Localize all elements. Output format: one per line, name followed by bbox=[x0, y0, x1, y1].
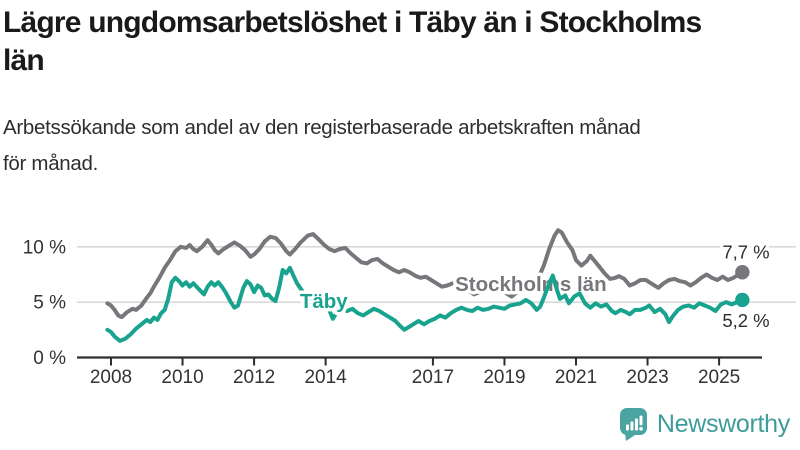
x-tick-label: 2014 bbox=[304, 367, 347, 388]
x-tick-label: 2010 bbox=[161, 367, 203, 388]
newsworthy-logo: Newsworthy bbox=[618, 407, 790, 441]
x-tick-label: 2025 bbox=[698, 367, 740, 388]
title-line-2: län bbox=[3, 44, 45, 77]
title-line-1: Lägre ungdomsarbetslöshet i Täby än i St… bbox=[3, 6, 702, 39]
x-tick-label: 2023 bbox=[626, 367, 668, 388]
newsworthy-icon bbox=[619, 408, 647, 441]
series-line-stockholms-lan bbox=[105, 228, 745, 320]
x-tick-label: 2021 bbox=[555, 367, 597, 388]
x-tick-label: 2019 bbox=[483, 367, 525, 388]
x-tick-label: 2012 bbox=[233, 367, 275, 388]
x-tick-label: 2008 bbox=[90, 367, 132, 388]
subtitle-line-1: Arbetssökande som andel av den registerb… bbox=[3, 116, 641, 139]
end-value-label: 5,2 % bbox=[722, 310, 769, 331]
series-label: Stockholms län bbox=[455, 273, 607, 296]
series-end-dot-stockholms-lan bbox=[735, 265, 750, 280]
page-title: Lägre ungdomsarbetslöshet i Täby än i St… bbox=[3, 4, 783, 80]
series-label: Täby bbox=[300, 290, 348, 313]
subtitle-line-2: för månad. bbox=[3, 152, 98, 175]
chart-subtitle: Arbetssökande som andel av den registerb… bbox=[3, 110, 773, 182]
newsworthy-wordmark: Newsworthy bbox=[656, 409, 790, 438]
x-tick-label: 2017 bbox=[412, 367, 454, 388]
series-end-dot-taby bbox=[735, 292, 750, 308]
end-value-label: 7,7 % bbox=[722, 241, 769, 262]
y-tick-label: 5 % bbox=[33, 293, 66, 314]
series-line-taby bbox=[105, 265, 745, 343]
y-tick-label: 10 % bbox=[23, 237, 66, 258]
y-tick-label: 0 % bbox=[33, 348, 66, 369]
